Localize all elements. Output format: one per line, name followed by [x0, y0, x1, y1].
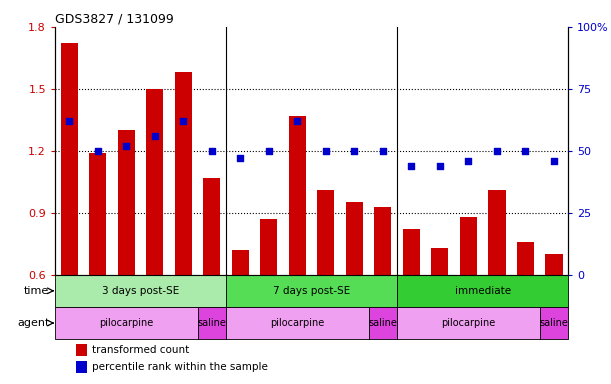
Bar	[146, 89, 163, 275]
Bar	[226, 275, 397, 307]
Bar	[226, 307, 368, 339]
Bar	[368, 307, 397, 339]
Point	[378, 148, 388, 154]
Text: pilocarpine: pilocarpine	[99, 318, 153, 328]
Bar	[488, 190, 505, 275]
Bar	[118, 130, 135, 275]
Bar	[289, 116, 306, 275]
Point	[178, 118, 188, 124]
Text: transformed count: transformed count	[92, 345, 189, 355]
Point	[93, 148, 103, 154]
Bar	[89, 153, 106, 275]
Point	[235, 155, 245, 161]
Bar	[203, 178, 221, 275]
Point	[64, 118, 74, 124]
Text: saline: saline	[540, 318, 568, 328]
Text: agent: agent	[17, 318, 49, 328]
Text: pilocarpine: pilocarpine	[270, 318, 324, 328]
Bar	[76, 361, 87, 372]
Point	[150, 133, 159, 139]
Bar	[397, 307, 540, 339]
Point	[435, 162, 445, 169]
Text: immediate: immediate	[455, 286, 511, 296]
Text: pilocarpine: pilocarpine	[441, 318, 496, 328]
Bar	[232, 250, 249, 275]
Point	[521, 148, 530, 154]
Bar	[55, 307, 197, 339]
Point	[492, 148, 502, 154]
Bar	[460, 217, 477, 275]
Point	[264, 148, 274, 154]
Bar	[397, 275, 568, 307]
Bar	[375, 207, 392, 275]
Point	[122, 143, 131, 149]
Point	[464, 158, 474, 164]
Bar	[55, 275, 226, 307]
Text: saline: saline	[197, 318, 226, 328]
Bar	[546, 254, 563, 275]
Bar	[403, 229, 420, 275]
Bar	[197, 307, 226, 339]
Bar	[76, 344, 87, 356]
Bar	[431, 248, 448, 275]
Point	[207, 148, 217, 154]
Text: saline: saline	[368, 318, 397, 328]
Point	[549, 158, 559, 164]
Text: percentile rank within the sample: percentile rank within the sample	[92, 362, 268, 372]
Point	[293, 118, 302, 124]
Text: 3 days post-SE: 3 days post-SE	[102, 286, 179, 296]
Point	[406, 162, 416, 169]
Bar	[60, 43, 78, 275]
Bar	[540, 307, 568, 339]
Bar	[517, 242, 534, 275]
Point	[349, 148, 359, 154]
Bar	[260, 219, 277, 275]
Bar	[346, 202, 363, 275]
Point	[321, 148, 331, 154]
Text: GDS3827 / 131099: GDS3827 / 131099	[55, 13, 174, 26]
Text: time: time	[24, 286, 49, 296]
Bar	[175, 72, 192, 275]
Text: 7 days post-SE: 7 days post-SE	[273, 286, 350, 296]
Bar	[317, 190, 334, 275]
